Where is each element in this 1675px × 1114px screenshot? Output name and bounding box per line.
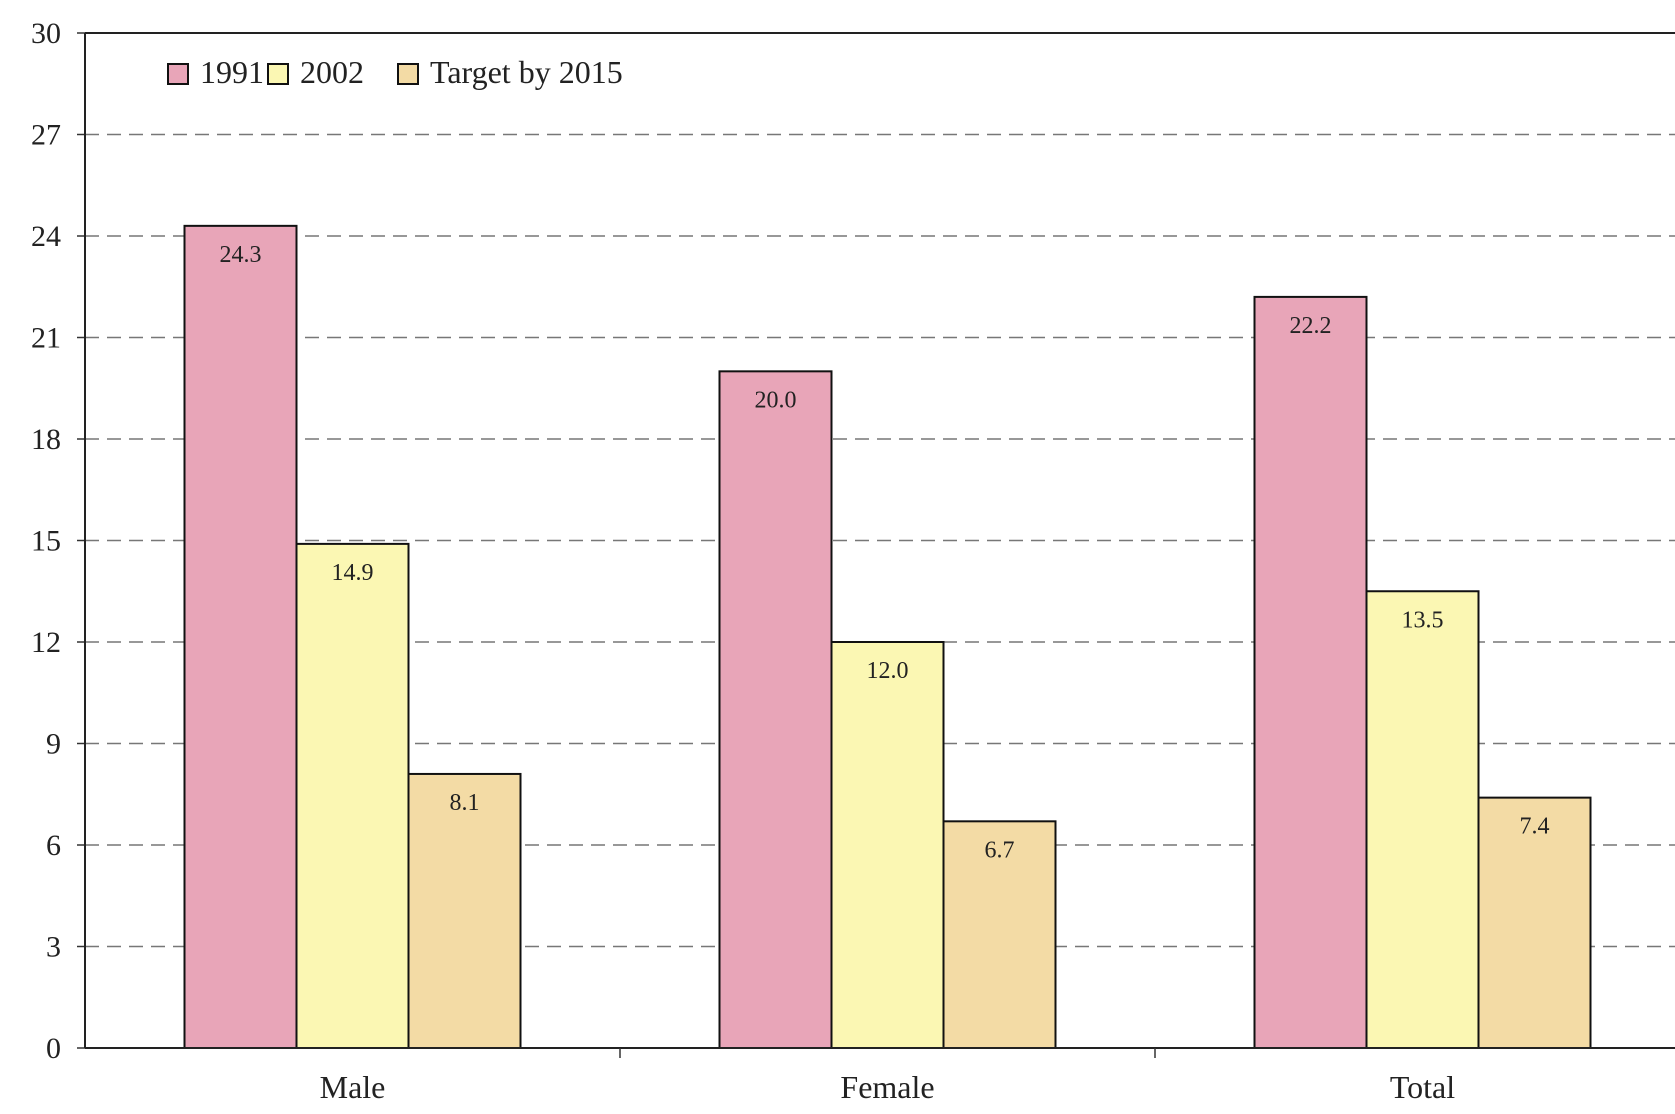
data-label: 13.5 xyxy=(1402,607,1444,633)
data-label: 12.0 xyxy=(867,658,909,684)
y-tick-label: 18 xyxy=(31,423,61,456)
bar-1991-male xyxy=(183,224,298,1050)
legend: 1991 2002 Target by 2015 xyxy=(167,54,623,90)
bar-1991-female xyxy=(718,370,833,1050)
data-label: 24.3 xyxy=(220,242,262,268)
y-tick-label: 6 xyxy=(46,829,61,862)
data-label: 20.0 xyxy=(755,387,797,413)
x-category-label: Female xyxy=(840,1069,934,1105)
x-category-label: Male xyxy=(320,1069,386,1105)
legend-swatch xyxy=(267,63,289,85)
y-tick-label: 0 xyxy=(46,1032,61,1065)
y-tick-label: 15 xyxy=(31,525,61,558)
y-tick-label: 9 xyxy=(46,728,61,761)
axes xyxy=(77,32,1675,1058)
y-tick-label: 27 xyxy=(31,119,61,152)
bar-1991-total xyxy=(1253,295,1368,1049)
labels: 0 3 6 9 12 15 18 21 24 27 30 24.3 14.9 8.1 Male 20.0 12.… xyxy=(31,17,1550,1105)
bar-2002-male xyxy=(295,542,410,1050)
y-tick-label: 21 xyxy=(31,322,61,355)
bar-target-by-2015-male xyxy=(407,772,522,1049)
legend-swatch xyxy=(167,63,189,85)
legend-label: 1991 xyxy=(200,54,264,90)
legend-swatch xyxy=(397,63,419,85)
x-category-label: Total xyxy=(1390,1069,1455,1105)
bar-2002-female xyxy=(830,641,945,1049)
data-label: 8.1 xyxy=(450,790,480,816)
data-label: 7.4 xyxy=(1520,814,1550,840)
data-label: 22.2 xyxy=(1290,313,1332,339)
bars xyxy=(183,224,1592,1050)
data-label: 6.7 xyxy=(985,837,1015,863)
y-tick-label: 30 xyxy=(31,17,61,50)
legend-label: Target by 2015 xyxy=(430,54,623,90)
data-label: 14.9 xyxy=(332,560,374,586)
y-tick-label: 24 xyxy=(31,220,61,253)
bar-2002-total xyxy=(1365,590,1480,1049)
y-tick-label: 12 xyxy=(31,626,61,659)
y-tick-label: 3 xyxy=(46,931,61,964)
legend-label: 2002 xyxy=(300,54,364,90)
